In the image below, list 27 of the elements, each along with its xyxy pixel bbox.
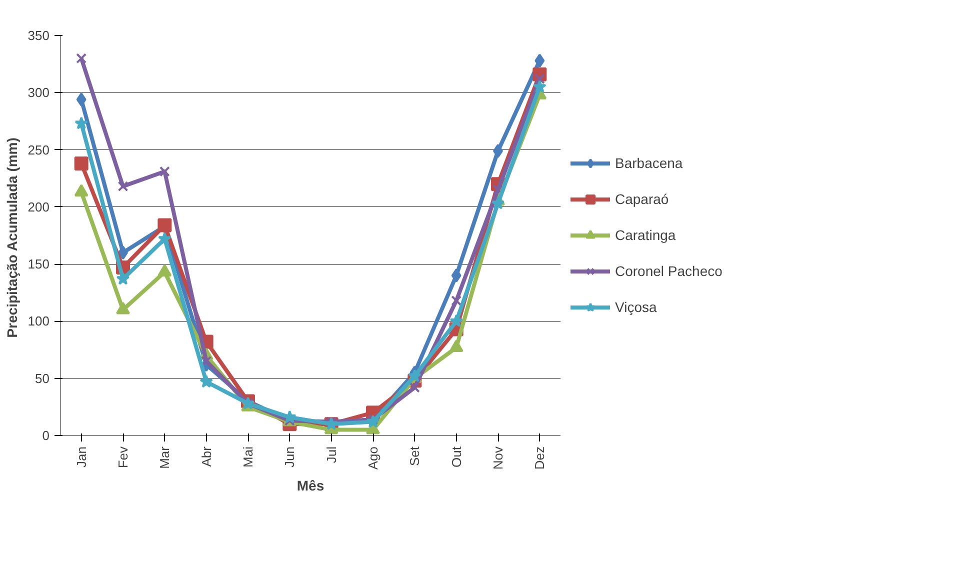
x-tick-label: Jul — [324, 446, 339, 464]
x-tick-label: Mar — [157, 446, 172, 469]
x-tick-label: Nov — [490, 446, 506, 470]
y-tick-label: 350 — [28, 28, 50, 43]
y-tick-label: 200 — [28, 199, 50, 214]
y-tick-label: 150 — [28, 256, 50, 272]
legend-label: Barbacena — [615, 155, 683, 171]
y-tick-label: 0 — [42, 428, 50, 443]
x-tick-label: Out — [448, 446, 464, 468]
y-tick-label: 100 — [28, 314, 50, 329]
legend-label: Viçosa — [615, 299, 657, 315]
x-tick-label: Jan — [74, 446, 89, 468]
x-tick-label: Dez — [532, 446, 548, 470]
y-axis-title: Precipitação Acumulada (mm) — [4, 138, 20, 338]
y-tick-label: 300 — [28, 85, 50, 100]
y-tick-label: 250 — [28, 142, 50, 158]
x-tick-label: Set — [407, 446, 422, 466]
x-tick-label: Ago — [366, 446, 380, 470]
legend-label: Caparaó — [615, 191, 669, 207]
x-tick-label: Fev — [116, 446, 130, 468]
x-tick-label: Abr — [198, 446, 214, 467]
legend-label: Coronel Pacheco — [615, 263, 722, 279]
legend-label: Caratinga — [615, 227, 676, 243]
x-tick-label: Mai — [240, 446, 256, 468]
y-tick-label: 50 — [35, 370, 50, 386]
x-axis-title: Mês — [296, 478, 324, 494]
x-tick-label: Jun — [282, 446, 298, 468]
